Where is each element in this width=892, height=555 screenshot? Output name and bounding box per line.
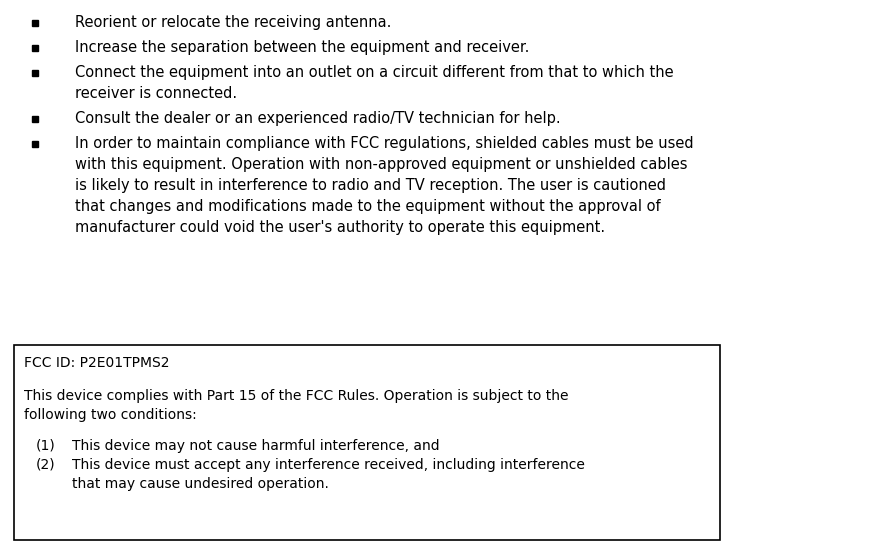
Text: that may cause undesired operation.: that may cause undesired operation. (72, 477, 329, 491)
Text: is likely to result in interference to radio and TV reception. The user is cauti: is likely to result in interference to r… (75, 178, 666, 193)
Text: (1): (1) (36, 439, 55, 453)
Text: manufacturer could void the user's authority to operate this equipment.: manufacturer could void the user's autho… (75, 220, 605, 235)
Text: This device may not cause harmful interference, and: This device may not cause harmful interf… (72, 439, 440, 453)
Text: Reorient or relocate the receiving antenna.: Reorient or relocate the receiving anten… (75, 15, 392, 30)
Text: This device complies with Part 15 of the FCC Rules. Operation is subject to the: This device complies with Part 15 of the… (24, 389, 568, 403)
Text: This device must accept any interference received, including interference: This device must accept any interference… (72, 458, 585, 472)
Bar (14, 345, 720, 540)
Text: following two conditions:: following two conditions: (24, 408, 197, 422)
Text: (2): (2) (36, 458, 55, 472)
Text: Connect the equipment into an outlet on a circuit different from that to which t: Connect the equipment into an outlet on … (75, 65, 673, 80)
Text: receiver is connected.: receiver is connected. (75, 86, 237, 101)
Text: with this equipment. Operation with non-approved equipment or unshielded cables: with this equipment. Operation with non-… (75, 157, 688, 172)
Text: In order to maintain compliance with FCC regulations, shielded cables must be us: In order to maintain compliance with FCC… (75, 136, 694, 151)
Text: FCC ID: P2E01TPMS2: FCC ID: P2E01TPMS2 (24, 356, 169, 370)
Text: Consult the dealer or an experienced radio/TV technician for help.: Consult the dealer or an experienced rad… (75, 111, 561, 126)
Text: that changes and modifications made to the equipment without the approval of: that changes and modifications made to t… (75, 199, 661, 214)
Text: Increase the separation between the equipment and receiver.: Increase the separation between the equi… (75, 40, 529, 55)
